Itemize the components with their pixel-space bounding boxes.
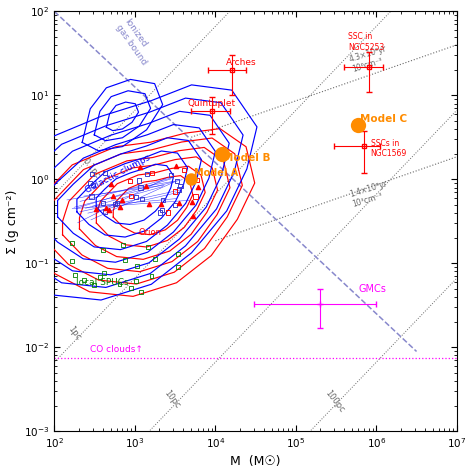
Point — [133, 262, 141, 270]
Point — [188, 198, 196, 206]
Point — [111, 200, 119, 208]
Point — [136, 163, 143, 171]
Point — [135, 177, 143, 184]
Point — [101, 269, 108, 276]
Point — [101, 208, 109, 215]
Point — [71, 272, 79, 279]
Point — [175, 250, 182, 258]
Point — [171, 188, 179, 195]
Point — [127, 192, 135, 200]
Point — [143, 170, 151, 177]
Point — [68, 257, 76, 264]
Point — [121, 256, 128, 264]
Text: Model A: Model A — [194, 168, 238, 178]
Point — [126, 177, 134, 184]
Point — [93, 205, 100, 213]
Point — [171, 201, 179, 209]
Text: local SPUCs: local SPUCs — [76, 278, 128, 287]
Point — [148, 272, 155, 280]
Text: SSCs in
NGC1569: SSCs in NGC1569 — [371, 138, 407, 158]
Text: 1.4×10⁶yr
10³cm⁻³: 1.4×10⁶yr 10³cm⁻³ — [348, 179, 391, 209]
Point — [193, 176, 201, 183]
Point — [180, 166, 188, 174]
X-axis label: M  (M☉): M (M☉) — [230, 456, 281, 468]
Text: 1pc: 1pc — [66, 325, 83, 342]
Point — [102, 204, 110, 211]
Text: CO clouds↑: CO clouds↑ — [91, 345, 143, 354]
Point — [176, 186, 183, 193]
Point — [144, 244, 152, 251]
Point — [118, 196, 126, 204]
Point — [68, 239, 76, 247]
Text: 10pc: 10pc — [162, 388, 182, 410]
Text: SSC in
NGC5253: SSC in NGC5253 — [348, 32, 385, 52]
Point — [149, 169, 156, 177]
Point — [119, 242, 126, 249]
Point — [132, 193, 140, 201]
Point — [189, 212, 197, 220]
Point — [88, 171, 96, 178]
Text: GMCs: GMCs — [358, 284, 387, 294]
Text: 0.1pc: 0.1pc — [80, 157, 101, 181]
Point — [97, 273, 104, 281]
Text: Model B: Model B — [223, 153, 271, 164]
Point — [194, 183, 202, 191]
Point — [167, 171, 174, 179]
Point — [88, 192, 95, 200]
Point — [142, 182, 149, 190]
Text: Orion: Orion — [138, 228, 161, 237]
Point — [116, 281, 123, 288]
Point — [132, 277, 140, 285]
Text: Quintuplet: Quintuplet — [187, 99, 236, 108]
Point — [86, 179, 94, 187]
Point — [127, 284, 135, 292]
Point — [172, 163, 180, 170]
Text: Galactic clumps: Galactic clumps — [84, 153, 152, 195]
Point — [165, 209, 172, 216]
Point — [105, 206, 113, 214]
Point — [192, 193, 199, 201]
Text: 4.3×10⁴yr
10⁶cm⁻³: 4.3×10⁴yr 10⁶cm⁻³ — [348, 44, 391, 74]
Point — [113, 199, 121, 206]
Point — [116, 203, 123, 210]
Text: 100pc: 100pc — [323, 388, 346, 414]
Text: Arches: Arches — [226, 58, 256, 67]
Point — [99, 246, 107, 254]
Point — [177, 182, 184, 190]
Point — [101, 169, 109, 177]
Point — [159, 196, 166, 203]
Point — [137, 288, 145, 295]
Point — [138, 196, 146, 203]
Point — [108, 181, 115, 188]
Point — [99, 199, 107, 207]
Point — [110, 192, 117, 200]
Point — [156, 209, 164, 216]
Point — [176, 199, 183, 206]
Point — [137, 184, 144, 191]
Point — [152, 255, 159, 263]
Point — [174, 263, 182, 271]
Text: Ionized
gas bound: Ionized gas bound — [114, 17, 157, 67]
Point — [145, 201, 153, 208]
Point — [159, 206, 166, 213]
Text: Model C: Model C — [360, 114, 407, 124]
Point — [80, 276, 88, 284]
Point — [157, 200, 164, 207]
Point — [90, 281, 98, 288]
Y-axis label: Σ (g cm⁻²): Σ (g cm⁻²) — [6, 189, 18, 254]
Point — [173, 177, 181, 185]
Point — [90, 181, 97, 189]
